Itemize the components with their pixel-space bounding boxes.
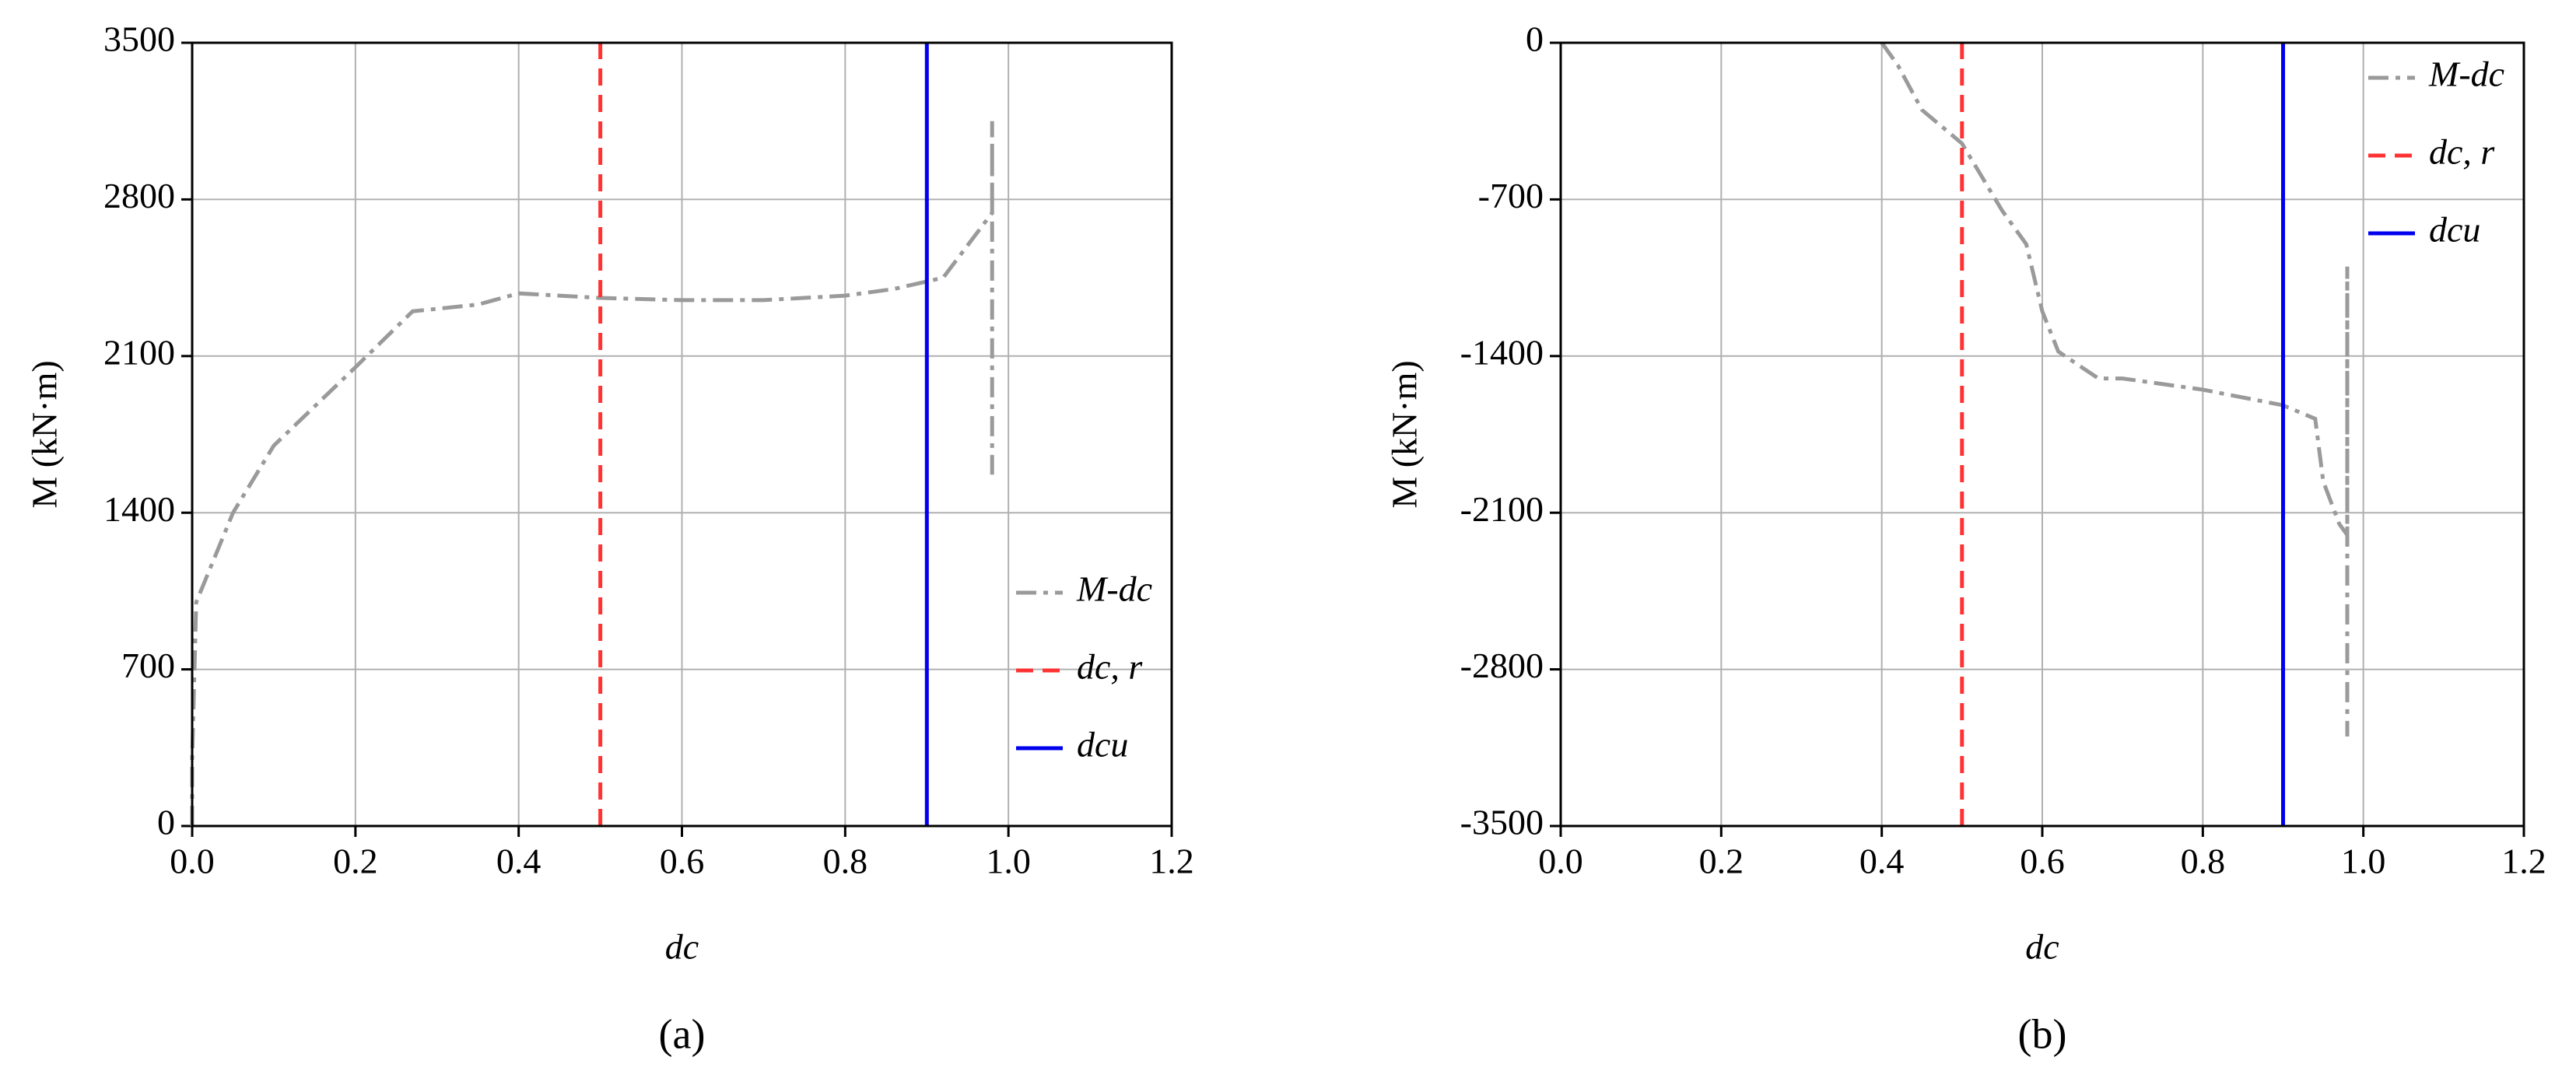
x-tick-label: 0.2 <box>1699 842 1744 881</box>
y-tick-label: -700 <box>1478 176 1544 215</box>
series-line <box>190 121 994 826</box>
x-tick-label: 0.8 <box>2181 842 2226 881</box>
y-tick-label: 0 <box>157 803 175 842</box>
y-tick-label: 1400 <box>103 489 175 529</box>
y-tick-label: -3500 <box>1460 803 1544 842</box>
legend-label: dcu <box>2429 210 2480 250</box>
panel-label: (a) <box>659 1010 706 1057</box>
y-tick-label: -2800 <box>1460 646 1544 685</box>
y-tick-label: 2800 <box>103 176 175 215</box>
y-tick-label: -1400 <box>1460 332 1544 372</box>
panel-label: (b) <box>2018 1010 2067 1057</box>
plot-frame <box>191 41 1173 828</box>
x-axis-label: dc <box>665 927 699 967</box>
x-tick-label: 0.8 <box>823 842 868 881</box>
plot-frame <box>1559 41 2525 828</box>
legend-label: dc, r <box>2429 132 2495 172</box>
legend-label: M-dc <box>2428 54 2504 94</box>
y-tick-label: 3500 <box>103 19 175 59</box>
y-tick-label: 0 <box>1526 19 1544 59</box>
series-line <box>1880 41 2350 737</box>
y-tick-label: 2100 <box>103 332 175 372</box>
x-tick-label: 0.0 <box>170 842 215 881</box>
y-tick-label: 700 <box>121 646 175 685</box>
x-tick-label: 0.2 <box>333 842 378 881</box>
legend-label: dcu <box>1077 725 1128 765</box>
legend-label: M-dc <box>1076 569 1152 609</box>
x-tick-label: 0.4 <box>1859 842 1905 881</box>
legend-label: dc, r <box>1077 647 1143 687</box>
x-tick-label: 0.4 <box>496 842 541 881</box>
x-tick-label: 0.6 <box>660 842 705 881</box>
y-axis-label: M (kN·m) <box>1385 360 1425 508</box>
y-axis-label: M (kN·m) <box>25 360 65 508</box>
x-axis-label: dc <box>2025 927 2059 967</box>
x-tick-label: 0.6 <box>2020 842 2065 881</box>
x-tick-label: 0.0 <box>1538 842 1583 881</box>
x-tick-label: 1.2 <box>2501 842 2546 881</box>
x-tick-label: 1.0 <box>986 842 1031 881</box>
y-tick-label: -2100 <box>1460 489 1544 529</box>
x-tick-label: 1.0 <box>2341 842 2386 881</box>
x-tick-label: 1.2 <box>1149 842 1194 881</box>
